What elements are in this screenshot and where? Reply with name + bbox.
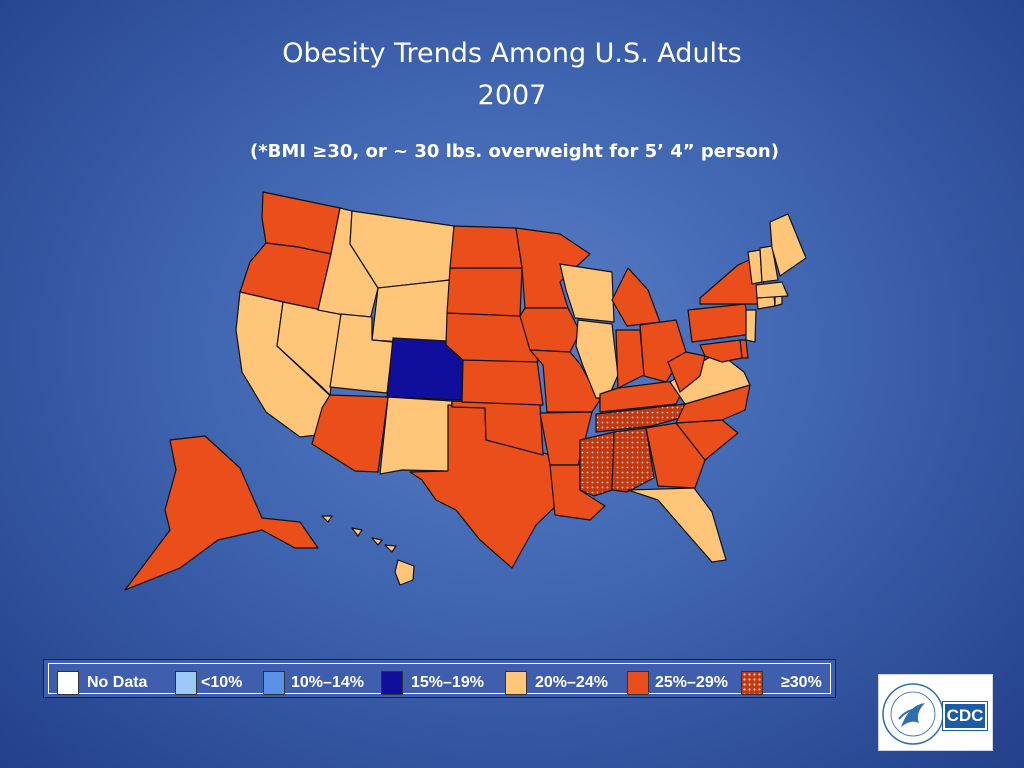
state-ga xyxy=(645,422,706,489)
state-ks xyxy=(461,359,544,406)
state-sd xyxy=(446,267,523,317)
cdc-logo-text: CDC xyxy=(943,702,987,730)
legend-label-lt10: <10% xyxy=(201,674,243,691)
state-nm xyxy=(379,396,453,475)
state-wi xyxy=(559,263,615,323)
state-me xyxy=(769,213,807,277)
state-fl xyxy=(627,487,727,563)
state-hi-island-4 xyxy=(321,515,333,523)
legend-label-c10-14: 10%–14% xyxy=(291,674,364,691)
legend-label-c25-29: 25%–29% xyxy=(655,674,728,691)
legend-swatch-no-data xyxy=(57,671,79,695)
legend-label-c20-24: 20%–24% xyxy=(535,674,608,691)
state-mo xyxy=(529,349,601,413)
map-year: 2007 xyxy=(477,80,547,111)
map-title: Obesity Trends Among U.S. Adults xyxy=(282,38,742,69)
state-hi-island-3 xyxy=(384,544,397,553)
state-mi xyxy=(611,267,661,327)
state-ri xyxy=(774,295,783,307)
state-md xyxy=(699,339,743,363)
state-ms xyxy=(579,431,615,497)
state-hi xyxy=(394,559,415,586)
legend-swatch-c25-29 xyxy=(627,671,649,695)
legend-label-ge30: ≥30% xyxy=(781,674,822,691)
state-in xyxy=(615,329,645,389)
state-pa xyxy=(687,303,753,343)
state-nd xyxy=(449,225,523,269)
state-al xyxy=(611,427,655,493)
state-hi-island-2 xyxy=(371,537,383,546)
legend-swatch-c10-14 xyxy=(263,671,285,695)
state-wv xyxy=(667,351,706,393)
map-subtitle: (*BMI ≥30, or ~ 30 lbs. overweight for 5… xyxy=(250,141,779,162)
state-ak xyxy=(124,435,319,591)
state-ma xyxy=(755,281,789,299)
legend-swatch-c15-19 xyxy=(381,671,403,695)
legend-label-c15-19: 15%–19% xyxy=(411,674,484,691)
state-hi-island-1 xyxy=(351,527,363,537)
legend: No Data <10% 10%–14% 15%–19% 20%–24% 25%–29% ≥… xyxy=(43,659,836,698)
state-ia xyxy=(519,307,581,353)
legend-swatch-c20-24 xyxy=(505,671,527,695)
state-wy xyxy=(371,279,451,346)
legend-label-no-data: No Data xyxy=(87,674,148,691)
state-tn xyxy=(595,403,686,433)
cdc-logo: CDC xyxy=(878,674,993,751)
state-nj xyxy=(745,309,757,343)
legend-swatch-ge30 xyxy=(741,671,763,695)
state-az xyxy=(311,394,389,473)
legend-swatch-lt10 xyxy=(175,671,197,695)
state-mn xyxy=(515,227,591,309)
hhs-seal-icon xyxy=(882,683,944,745)
